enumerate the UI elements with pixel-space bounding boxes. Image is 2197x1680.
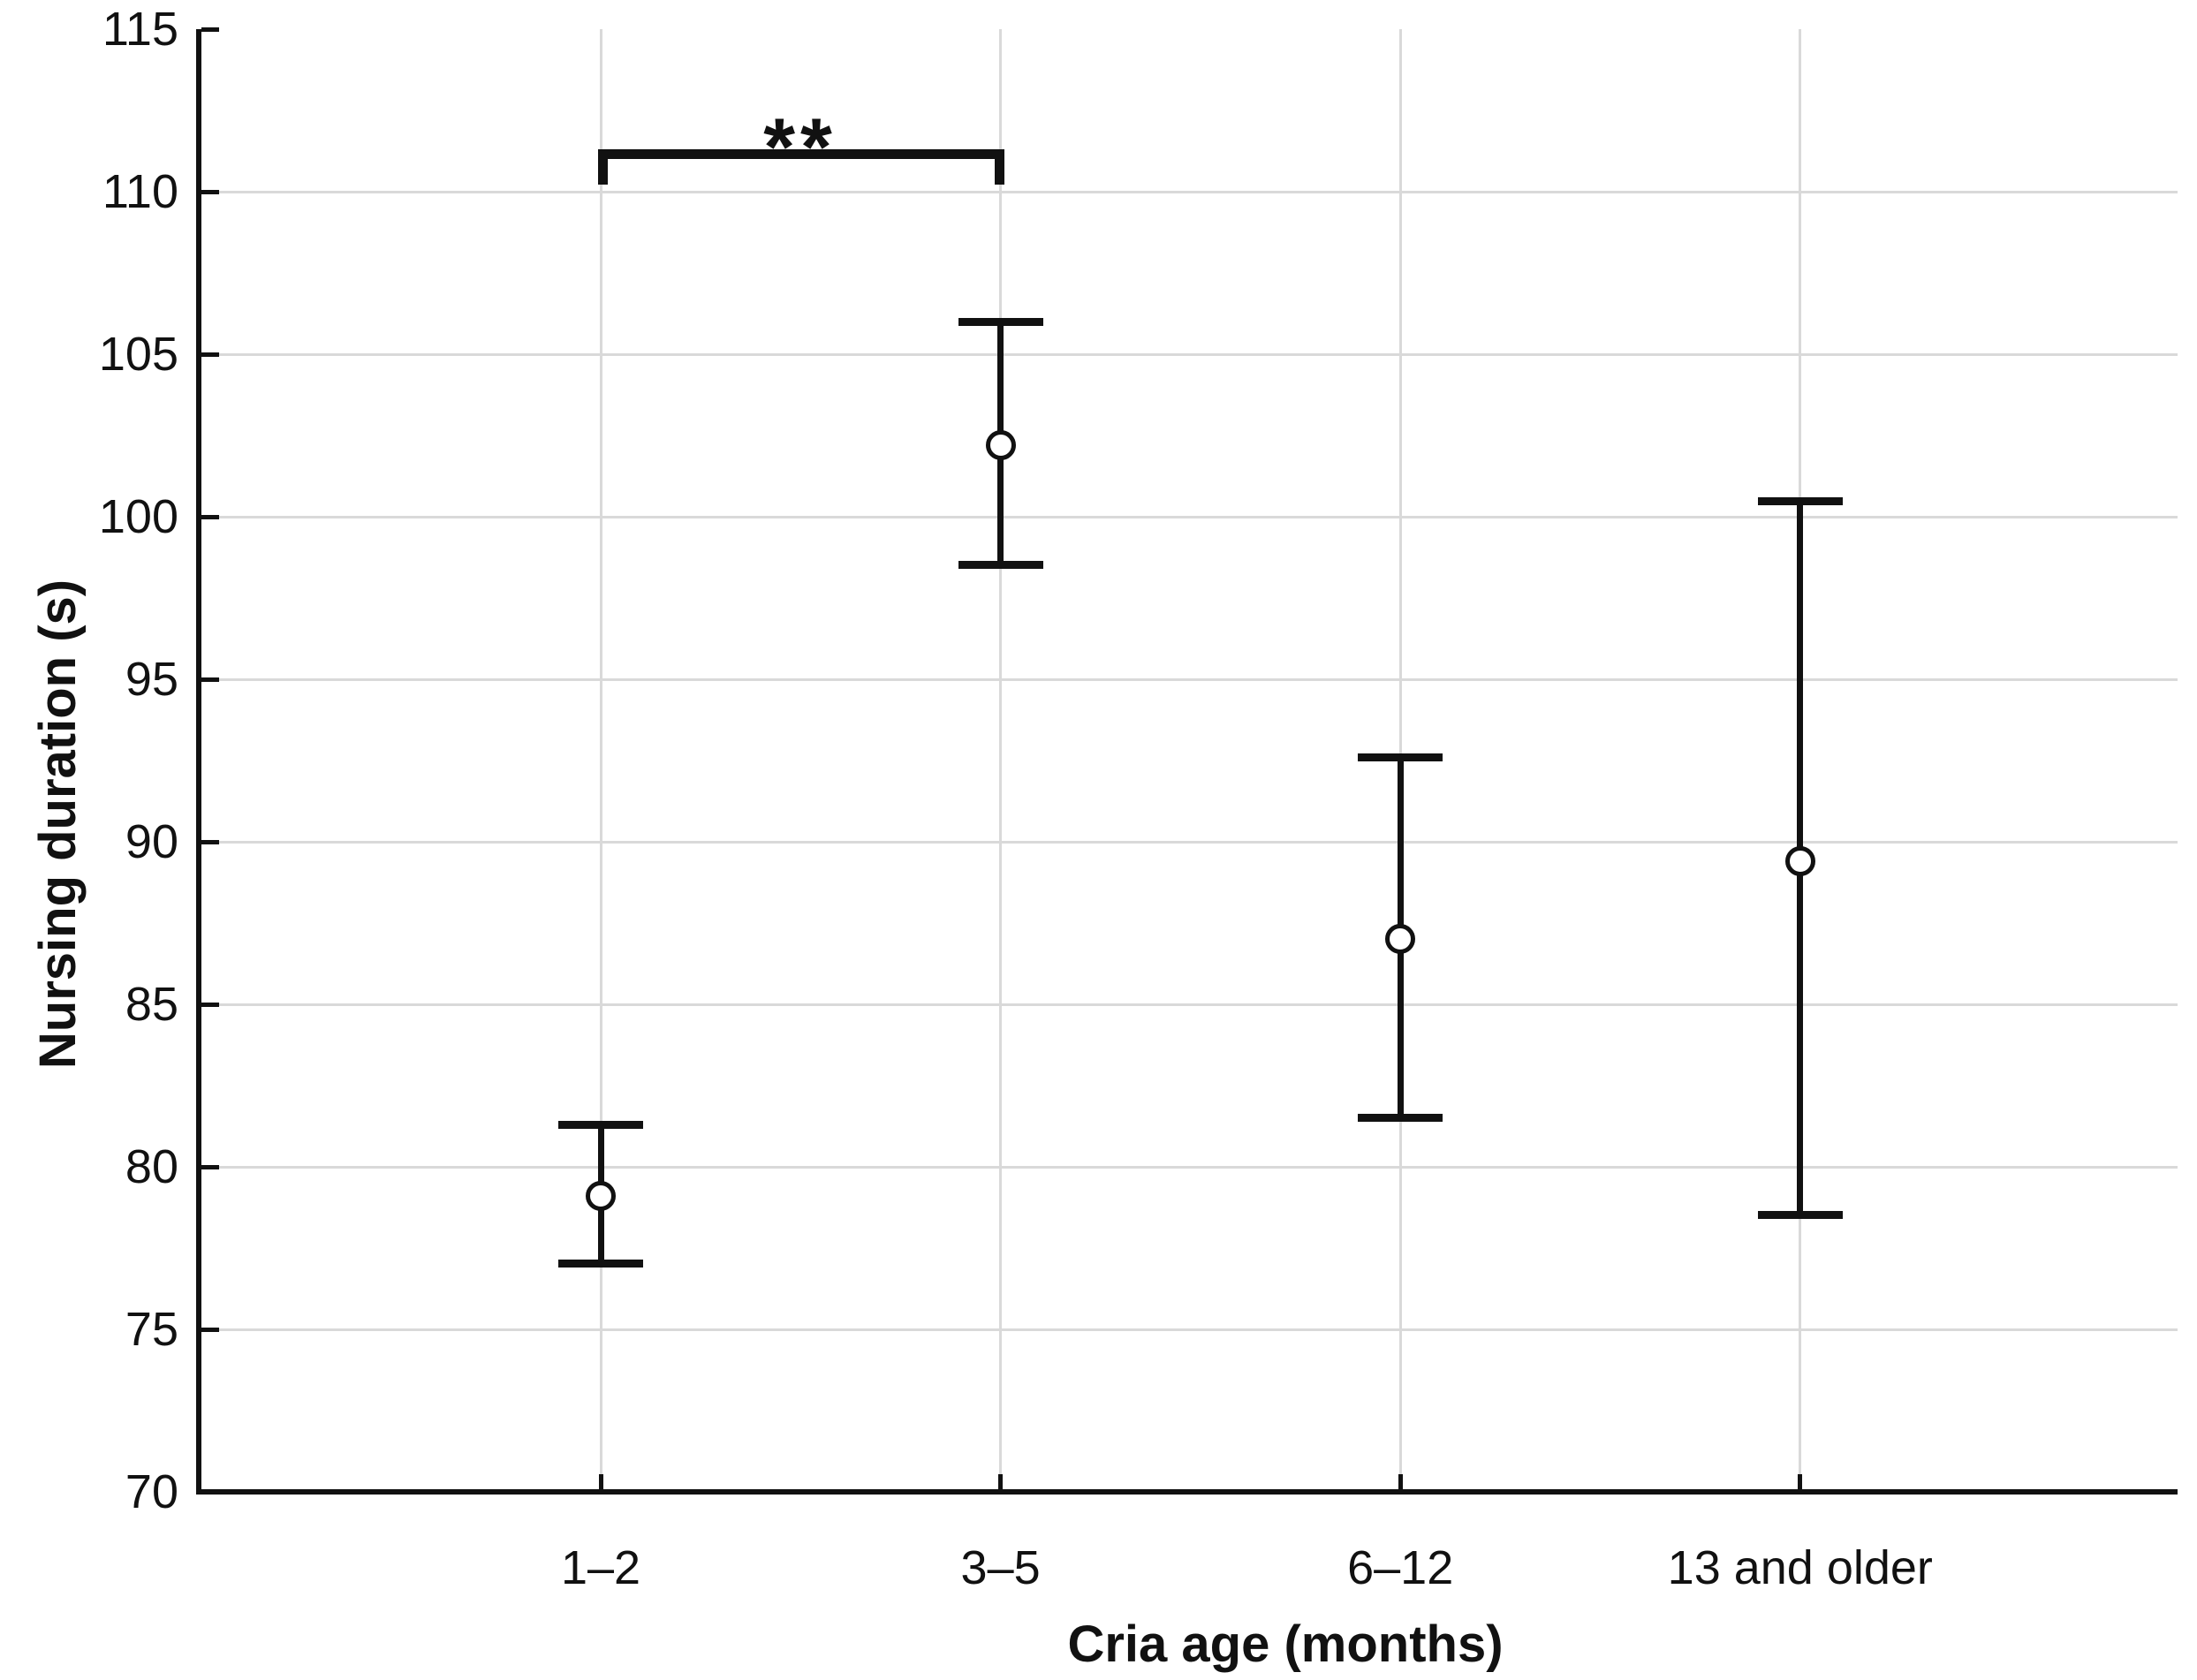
y-gridline	[201, 190, 2178, 193]
x-tick-mark	[1398, 1474, 1403, 1492]
x-gridline	[599, 29, 602, 1492]
error-bar-cap-top	[558, 1121, 643, 1130]
y-tick-mark	[201, 1327, 219, 1332]
y-tick-mark	[201, 352, 219, 357]
y-tick-label: 70	[125, 1465, 178, 1518]
x-tick-mark	[1798, 1474, 1803, 1492]
y-tick-mark	[201, 1489, 219, 1495]
x-tick-mark	[998, 1474, 1004, 1492]
y-tick-mark	[201, 1002, 219, 1007]
y-gridline	[201, 1003, 2178, 1006]
y-tick-label: 110	[102, 165, 178, 218]
significance-bracket-bar	[598, 149, 1004, 160]
x-tick-label: 13 and older	[1667, 1541, 1933, 1594]
y-gridline	[201, 840, 2178, 844]
significance-bracket-end-right	[994, 149, 1004, 185]
significance-label: **	[763, 102, 837, 193]
error-bar-cap-bottom	[558, 1260, 643, 1268]
x-tick-label: 1–2	[560, 1541, 641, 1594]
y-tick-label: 95	[125, 653, 178, 706]
error-bar-cap-bottom	[1358, 1113, 1443, 1122]
y-tick-label: 85	[125, 978, 178, 1031]
y-axis-line	[196, 29, 201, 1495]
error-bar-cap-top	[1757, 496, 1843, 505]
y-tick-label: 80	[125, 1140, 178, 1193]
y-tick-mark	[201, 514, 219, 519]
x-axis-line	[196, 1489, 2178, 1495]
y-gridline	[201, 1165, 2178, 1169]
y-tick-mark	[201, 189, 219, 194]
x-tick-label: 6–12	[1347, 1541, 1454, 1594]
y-tick-label: 100	[98, 490, 178, 543]
y-axis-title: Nursing duration (s)	[29, 579, 87, 1070]
y-tick-mark	[201, 26, 219, 32]
error-bar-cap-top	[958, 318, 1043, 327]
y-gridline	[201, 677, 2178, 681]
y-tick-mark	[201, 1164, 219, 1169]
x-gridline	[999, 29, 1003, 1492]
error-bar-cap-bottom	[1757, 1211, 1843, 1220]
x-tick-mark	[598, 1474, 603, 1492]
y-gridline	[201, 515, 2178, 518]
mean-marker	[1784, 846, 1815, 877]
mean-marker	[1385, 924, 1416, 955]
y-tick-label: 90	[125, 815, 178, 868]
error-bar-cap-bottom	[958, 561, 1043, 570]
x-axis-title: Cria age (months)	[1067, 1616, 1504, 1673]
y-tick-mark	[201, 677, 219, 682]
mean-marker	[586, 1181, 616, 1212]
error-bar-cap-top	[1358, 753, 1443, 762]
mean-marker	[985, 430, 1016, 461]
y-tick-label: 115	[102, 3, 178, 56]
y-tick-label: 75	[125, 1303, 178, 1356]
y-tick-label: 105	[98, 328, 178, 381]
x-tick-label: 3–5	[960, 1541, 1041, 1594]
y-tick-mark	[201, 839, 219, 844]
y-gridline	[201, 352, 2178, 356]
significance-bracket-end-left	[598, 149, 608, 185]
y-gridline	[201, 1328, 2178, 1331]
